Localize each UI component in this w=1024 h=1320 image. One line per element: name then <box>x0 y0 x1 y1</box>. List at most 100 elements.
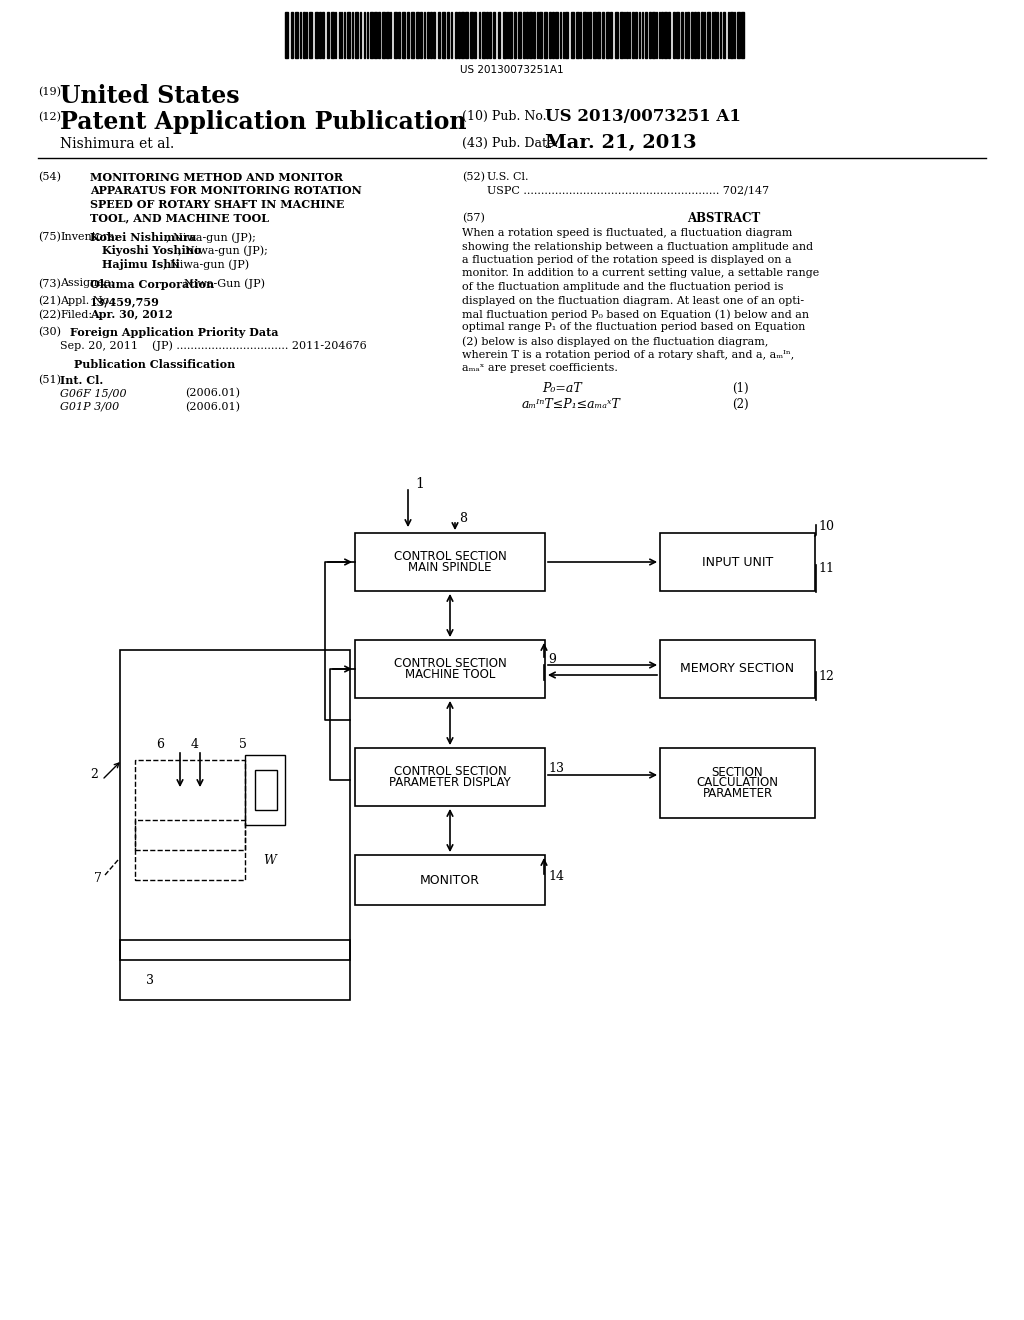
Bar <box>687 12 688 58</box>
Text: , Niwa-gun (JP);: , Niwa-gun (JP); <box>167 232 256 243</box>
Bar <box>668 12 670 58</box>
Text: 11: 11 <box>818 562 834 576</box>
Bar <box>420 12 422 58</box>
Bar <box>402 12 404 58</box>
Bar <box>135 820 245 880</box>
Bar <box>347 12 350 58</box>
Text: 13: 13 <box>548 762 564 775</box>
Bar <box>355 640 545 698</box>
Text: 7: 7 <box>94 871 102 884</box>
Bar <box>658 12 660 58</box>
Text: Sep. 20, 2011    (JP) ................................ 2011-204676: Sep. 20, 2011 (JP) .....................… <box>60 341 367 351</box>
Text: 4: 4 <box>191 738 199 751</box>
Text: Appl. No.:: Appl. No.: <box>60 296 116 306</box>
Text: aₘᴵⁿT≤P₁≤aₘₐˣT: aₘᴵⁿT≤P₁≤aₘₐˣT <box>522 399 621 411</box>
Text: (52): (52) <box>462 172 485 182</box>
Bar <box>135 760 245 850</box>
Bar <box>589 12 591 58</box>
Text: US 20130073251A1: US 20130073251A1 <box>460 65 564 75</box>
Bar <box>534 12 535 58</box>
Text: PARAMETER DISPLAY: PARAMETER DISPLAY <box>389 776 511 789</box>
Bar <box>529 12 532 58</box>
Bar <box>386 12 389 58</box>
Text: , Niwa-gun (JP);: , Niwa-gun (JP); <box>178 246 268 256</box>
Bar <box>378 12 380 58</box>
Bar <box>601 12 603 58</box>
Text: Hajimu Ishii: Hajimu Ishii <box>102 259 180 271</box>
Bar <box>309 12 312 58</box>
Text: (19): (19) <box>38 87 61 98</box>
Bar <box>503 12 506 58</box>
Text: Assignee:: Assignee: <box>60 279 114 289</box>
Text: (2): (2) <box>732 399 749 411</box>
Text: CONTROL SECTION: CONTROL SECTION <box>393 657 507 671</box>
Bar <box>701 12 702 58</box>
Bar <box>562 12 564 58</box>
Text: Okuma Corporation: Okuma Corporation <box>90 279 214 289</box>
Bar <box>465 12 468 58</box>
Text: (2006.01): (2006.01) <box>185 388 240 399</box>
Text: PARAMETER: PARAMETER <box>702 787 772 800</box>
Bar <box>673 12 675 58</box>
Text: Publication Classification: Publication Classification <box>75 359 236 370</box>
Text: P₀=aT: P₀=aT <box>542 381 582 395</box>
Bar <box>285 12 288 58</box>
Text: Kohei Nishimura: Kohei Nishimura <box>90 232 197 243</box>
Text: Int. Cl.: Int. Cl. <box>60 375 103 385</box>
Text: (51): (51) <box>38 375 61 385</box>
Text: MAIN SPINDLE: MAIN SPINDLE <box>409 561 492 574</box>
Bar <box>302 12 304 58</box>
Bar <box>552 12 554 58</box>
Text: , Niwa-gun (JP): , Niwa-gun (JP) <box>163 259 249 269</box>
Bar <box>442 12 444 58</box>
Bar <box>120 649 350 960</box>
Text: aₘₐˣ are preset coefficients.: aₘₐˣ are preset coefficients. <box>462 363 617 374</box>
Bar <box>485 12 487 58</box>
Text: 13/459,759: 13/459,759 <box>90 296 160 308</box>
Bar <box>523 12 524 58</box>
Text: US 2013/0073251 A1: US 2013/0073251 A1 <box>545 108 741 125</box>
Bar <box>714 12 716 58</box>
Text: showing the relationship between a fluctuation amplitude and: showing the relationship between a fluct… <box>462 242 813 252</box>
Bar <box>614 12 617 58</box>
Text: of the fluctuation amplitude and the fluctuation period is: of the fluctuation amplitude and the flu… <box>462 282 783 292</box>
Text: (75): (75) <box>38 232 60 243</box>
Text: wherein T is a rotation period of a rotary shaft, and a, aₘᴵⁿ,: wherein T is a rotation period of a rota… <box>462 350 795 359</box>
Text: Apr. 30, 2012: Apr. 30, 2012 <box>90 309 173 321</box>
Bar <box>555 12 558 58</box>
Text: Inventors:: Inventors: <box>60 232 118 242</box>
Bar <box>514 12 515 58</box>
Bar <box>649 12 650 58</box>
Bar <box>697 12 699 58</box>
Bar <box>691 12 692 58</box>
Text: Foreign Application Priority Data: Foreign Application Priority Data <box>70 327 279 338</box>
Bar <box>693 12 696 58</box>
Bar <box>593 12 596 58</box>
Text: MEMORY SECTION: MEMORY SECTION <box>680 663 795 676</box>
Text: (73): (73) <box>38 279 60 289</box>
Text: (2006.01): (2006.01) <box>185 401 240 412</box>
Bar <box>676 12 679 58</box>
Bar <box>411 12 414 58</box>
Text: (30): (30) <box>38 327 61 338</box>
Text: (12): (12) <box>38 112 61 123</box>
Bar <box>597 12 600 58</box>
Bar <box>620 12 623 58</box>
Bar <box>318 12 321 58</box>
Text: United States: United States <box>60 84 240 108</box>
Text: G06F 15/00: G06F 15/00 <box>60 388 127 399</box>
Text: SECTION: SECTION <box>712 766 763 779</box>
Bar <box>606 12 608 58</box>
Bar <box>660 748 815 818</box>
Bar <box>322 12 324 58</box>
Text: a fluctuation period of the rotation speed is displayed on a: a fluctuation period of the rotation spe… <box>462 255 792 265</box>
Text: When a rotation speed is fluctuated, a fluctuation diagram: When a rotation speed is fluctuated, a f… <box>462 228 793 238</box>
Bar <box>455 12 457 58</box>
Bar <box>393 12 396 58</box>
Bar <box>355 748 545 807</box>
Bar <box>355 12 357 58</box>
Bar <box>469 12 472 58</box>
Bar <box>664 12 667 58</box>
Text: CALCULATION: CALCULATION <box>696 776 778 789</box>
Bar <box>255 770 278 810</box>
